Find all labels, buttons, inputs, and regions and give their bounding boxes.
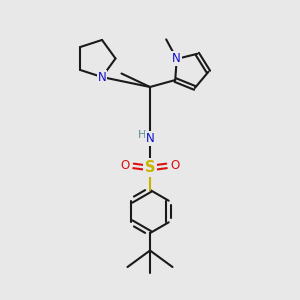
Text: N: N (146, 132, 154, 145)
Text: O: O (121, 159, 130, 172)
Text: H: H (137, 130, 146, 140)
Text: O: O (170, 159, 179, 172)
Text: N: N (172, 52, 181, 65)
Text: N: N (98, 70, 106, 83)
Text: S: S (145, 160, 155, 175)
